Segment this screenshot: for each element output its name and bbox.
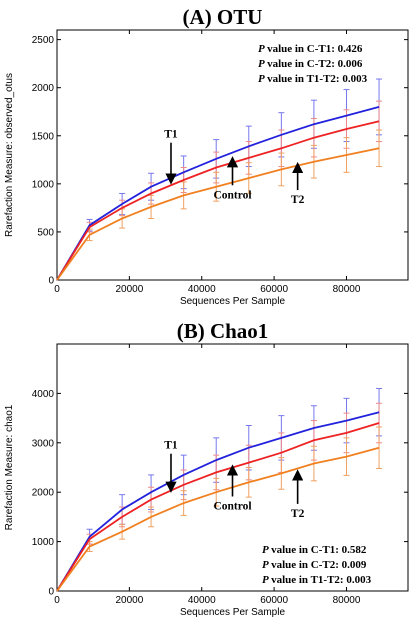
series-line-3: [56, 147, 380, 281]
annotation-label: T2: [291, 194, 305, 206]
x-tick-label: 0: [54, 284, 60, 295]
y-axis-label: Rarefaction Measure: observed_otus: [4, 73, 15, 237]
p-symbol: P: [258, 58, 267, 70]
series-3: [86, 129, 383, 242]
plot-frame: [56, 29, 409, 281]
x-tick-label: 60000: [260, 595, 288, 606]
p-value-number: 0.003: [342, 73, 367, 85]
annotation-label: T1: [164, 440, 178, 452]
p-value-label: value in C-T1:: [267, 43, 338, 55]
series-line-1: [56, 106, 380, 281]
series-2: [86, 402, 383, 545]
p-value-line: P value in T1-T2: 0.003: [262, 574, 372, 586]
chart-title: (A) OTU: [183, 5, 263, 29]
x-tick-label: 40000: [188, 284, 216, 295]
chart-title: (B) Chao1: [177, 319, 269, 343]
series-line-2: [56, 422, 380, 592]
p-value-number: 0.009: [342, 559, 367, 571]
x-tick-label: 0: [54, 595, 60, 606]
y-tick-label: 1000: [32, 179, 55, 190]
p-value-label: value in C-T1:: [271, 544, 342, 556]
p-value-line: P value in C-T2: 0.009: [262, 559, 367, 571]
x-axis-label: Sequences Per Sample: [180, 296, 286, 307]
series-1: [86, 78, 383, 232]
p-value-number: 0.582: [342, 544, 367, 556]
x-tick-label: 20000: [115, 595, 143, 606]
x-tick-label: 60000: [260, 284, 288, 295]
y-tick-label: 4000: [32, 389, 55, 400]
series-line-3: [56, 446, 380, 592]
x-tick-label: 80000: [333, 284, 361, 295]
y-tick-label: 3000: [32, 438, 55, 449]
y-tick-label: 2500: [32, 35, 55, 46]
y-tick-label: 500: [37, 227, 54, 238]
y-tick-label: 1000: [32, 537, 55, 548]
p-value-number: 0.003: [346, 574, 371, 586]
chart-panel-2: (B) Chao1 0 20000 40000 60000 80000 0 1000 2000 3…: [4, 319, 409, 618]
p-value-label: value in T1-T2:: [271, 574, 346, 586]
p-symbol: P: [258, 73, 267, 85]
annotation-label: T1: [164, 129, 178, 141]
p-symbol: P: [262, 559, 271, 571]
p-value-label: value in C-T2:: [271, 559, 342, 571]
y-tick-label: 2000: [32, 83, 55, 94]
series-line-1: [56, 411, 380, 592]
y-tick-label: 1500: [32, 131, 55, 142]
x-tick-label: 40000: [188, 595, 216, 606]
annotation-label: Control: [213, 500, 251, 512]
p-value-line: P value in C-T2: 0.006: [258, 58, 363, 70]
y-axis-label: Rarefaction Measure: chao1: [4, 404, 15, 530]
series-2: [86, 100, 383, 233]
plot-frame: [56, 343, 409, 592]
annotation-label: T2: [291, 508, 305, 520]
x-tick-label: 80000: [333, 595, 361, 606]
p-value-line: P value in C-T1: 0.426: [258, 43, 363, 55]
y-tick-label: 0: [48, 276, 54, 287]
p-value-number: 0.426: [338, 43, 363, 55]
p-symbol: P: [262, 544, 271, 556]
annotation-label: Control: [213, 189, 251, 201]
p-symbol: P: [262, 574, 271, 586]
p-value-label: value in C-T2:: [267, 58, 338, 70]
y-tick-label: 0: [48, 587, 54, 598]
series-line-2: [56, 120, 380, 281]
p-value-line: P value in T1-T2: 0.003: [258, 73, 368, 85]
p-value-number: 0.006: [338, 58, 363, 70]
chart-panel-1: (A) OTU 0 20000 40000 60000 80000 0 500 1000 1500…: [4, 5, 409, 307]
p-value-label: value in T1-T2:: [267, 73, 342, 85]
series-3: [86, 426, 383, 552]
y-tick-label: 2000: [32, 488, 55, 499]
p-symbol: P: [258, 43, 267, 55]
p-value-line: P value in C-T1: 0.582: [262, 544, 367, 556]
x-axis-label: Sequences Per Sample: [180, 607, 286, 618]
x-tick-label: 20000: [115, 284, 143, 295]
